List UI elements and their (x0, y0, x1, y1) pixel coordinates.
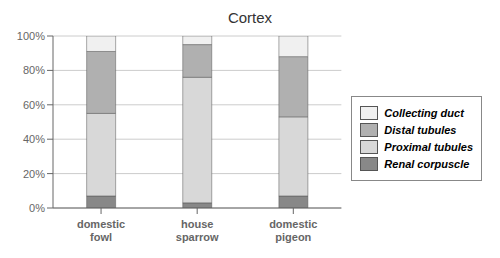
svg-text:40%: 40% (23, 133, 45, 145)
svg-text:100%: 100% (17, 30, 45, 42)
svg-text:housesparrow: housesparrow (176, 218, 219, 243)
svg-text:domesticpigeon: domesticpigeon (269, 218, 317, 243)
svg-text:60%: 60% (23, 99, 45, 111)
html-text:Cortex: Cortex (227, 9, 273, 26)
svg-text:domesticfowl: domesticfowl (77, 218, 125, 243)
svg-text:0%: 0% (29, 202, 45, 214)
html-text:Renal corpuscle: Renal corpuscle (384, 157, 470, 170)
html-text:Collecting duct: Collecting duct (384, 106, 464, 119)
svg-text:80%: 80% (23, 64, 45, 76)
html-text:Proximal tubules: Proximal tubules (384, 140, 473, 153)
svg-text:20%: 20% (23, 168, 45, 180)
html-text:Distal tubules: Distal tubules (384, 123, 457, 136)
